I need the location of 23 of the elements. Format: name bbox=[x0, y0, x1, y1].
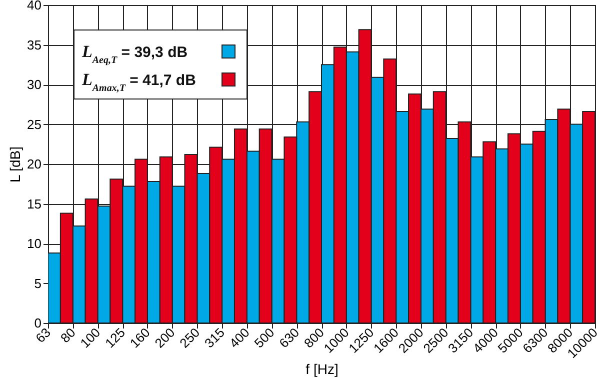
legend-label: L$_{Aeq,T}$ = 39,3 dB bbox=[81, 42, 188, 66]
x-tick-label: 200 bbox=[152, 324, 178, 351]
y-tick-label: 40 bbox=[27, 0, 42, 12]
y-axis-title: L [dB] bbox=[7, 146, 24, 183]
x-tick-label: 630 bbox=[276, 324, 302, 351]
y-tick-label: 25 bbox=[27, 116, 42, 132]
x-tick-label: 160 bbox=[126, 324, 153, 351]
y-tick-label: 30 bbox=[27, 77, 42, 92]
y-tick-label: 20 bbox=[27, 156, 42, 172]
y-tick-label: 35 bbox=[27, 37, 42, 52]
x-axis-title: f [Hz] bbox=[306, 361, 338, 378]
legend-label: L$_{Amax,T}$ = 41,7 dB bbox=[81, 70, 196, 94]
x-tick-label: 400 bbox=[226, 324, 252, 351]
y-tick-label: 5 bbox=[34, 276, 42, 291]
y-tick-label: 0 bbox=[34, 316, 42, 330]
y-tick-label: 15 bbox=[27, 196, 42, 212]
x-tick-label: 315 bbox=[202, 324, 228, 351]
x-tick-label: 500 bbox=[251, 324, 278, 351]
x-tick-label: 250 bbox=[176, 324, 203, 351]
x-tick-label: 100 bbox=[77, 324, 104, 351]
y-tick-label: 10 bbox=[27, 236, 42, 251]
x-tick-label: 80 bbox=[57, 324, 78, 346]
x-tick-label: 125 bbox=[102, 324, 128, 351]
